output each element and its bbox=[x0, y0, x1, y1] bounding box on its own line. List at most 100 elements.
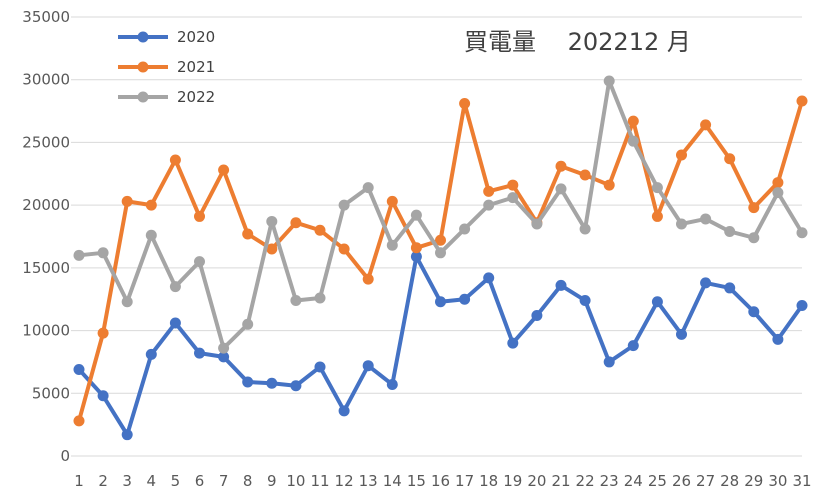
data-point bbox=[676, 218, 687, 230]
x-tick-label: 20 bbox=[527, 472, 546, 490]
data-point bbox=[700, 277, 712, 289]
data-point bbox=[579, 294, 591, 306]
x-tick-label: 31 bbox=[792, 472, 811, 490]
data-point bbox=[700, 213, 712, 225]
data-point bbox=[724, 153, 736, 165]
data-point bbox=[651, 210, 663, 222]
x-tick-label: 19 bbox=[503, 472, 522, 490]
y-tick-label: 20000 bbox=[22, 196, 70, 214]
data-point bbox=[603, 75, 615, 87]
data-point bbox=[242, 318, 254, 330]
data-point bbox=[121, 429, 133, 441]
x-tick-label: 29 bbox=[744, 472, 763, 490]
data-point bbox=[459, 98, 471, 110]
data-point bbox=[700, 119, 712, 131]
legend-label: 2020 bbox=[177, 28, 215, 46]
chart-title: 買電量 202212 月 bbox=[464, 28, 691, 56]
x-tick-label: 11 bbox=[310, 472, 329, 490]
legend: 2020 2021 2022 bbox=[118, 28, 215, 106]
data-point bbox=[676, 328, 687, 340]
data-point bbox=[627, 135, 639, 147]
data-point bbox=[194, 347, 205, 359]
x-tick-label: 17 bbox=[455, 472, 474, 490]
data-point bbox=[410, 251, 422, 263]
data-point bbox=[169, 281, 181, 293]
y-tick-label: 10000 bbox=[22, 322, 70, 340]
y-tick-label: 0 bbox=[60, 447, 70, 465]
data-point bbox=[194, 210, 205, 222]
data-point bbox=[603, 356, 615, 368]
series-line-2021 bbox=[77, 99, 804, 423]
data-point bbox=[169, 154, 181, 166]
data-point bbox=[651, 182, 663, 194]
x-tick-label: 15 bbox=[407, 472, 426, 490]
data-point bbox=[121, 296, 133, 308]
data-point bbox=[314, 361, 326, 373]
data-point bbox=[435, 234, 446, 246]
data-point bbox=[748, 202, 760, 214]
x-tick-label: 8 bbox=[243, 472, 253, 490]
data-point bbox=[386, 239, 398, 251]
data-point bbox=[435, 247, 446, 259]
data-point bbox=[97, 247, 109, 259]
data-point bbox=[169, 317, 181, 329]
legend-swatch-marker bbox=[137, 61, 149, 73]
data-point bbox=[483, 199, 495, 211]
y-axis-tick-labels: 0 5000 10000 15000 20000 25000 30000 35000 bbox=[22, 8, 70, 465]
data-point bbox=[531, 310, 543, 322]
series-2022 bbox=[73, 75, 808, 354]
data-point bbox=[386, 195, 398, 207]
data-point bbox=[194, 256, 205, 268]
data-point bbox=[218, 342, 230, 354]
data-point bbox=[290, 294, 302, 306]
data-point bbox=[145, 348, 157, 360]
data-point bbox=[579, 223, 591, 235]
data-point bbox=[796, 95, 808, 107]
data-point bbox=[266, 215, 278, 227]
y-tick-label: 15000 bbox=[22, 259, 70, 277]
data-point bbox=[97, 390, 109, 402]
series-2020 bbox=[73, 251, 808, 441]
data-point bbox=[73, 415, 85, 427]
data-point bbox=[338, 243, 350, 255]
data-point bbox=[483, 272, 495, 284]
x-tick-label: 26 bbox=[672, 472, 691, 490]
x-tick-label: 6 bbox=[195, 472, 205, 490]
data-point bbox=[627, 115, 639, 127]
data-point bbox=[459, 293, 471, 305]
data-point bbox=[266, 377, 278, 389]
data-point bbox=[796, 227, 808, 239]
x-tick-label: 9 bbox=[267, 472, 277, 490]
x-axis-tick-labels: 1 2 3 4 5 6 7 8 9 10 11 12 13 14 15 16 17 18 19 20 21 22 23 24 2… bbox=[74, 472, 811, 490]
legend-label: 2021 bbox=[177, 58, 215, 76]
legend-item-2021: 2021 bbox=[118, 58, 215, 76]
data-point bbox=[121, 195, 133, 207]
data-point bbox=[772, 333, 784, 345]
data-point bbox=[772, 177, 784, 189]
data-point bbox=[676, 149, 687, 161]
data-point bbox=[748, 306, 760, 318]
x-tick-label: 25 bbox=[648, 472, 667, 490]
x-tick-label: 13 bbox=[359, 472, 378, 490]
data-point bbox=[218, 351, 230, 363]
x-tick-label: 18 bbox=[479, 472, 498, 490]
x-tick-label: 10 bbox=[286, 472, 305, 490]
data-point bbox=[290, 217, 302, 229]
data-point bbox=[507, 192, 519, 204]
data-point bbox=[362, 182, 374, 194]
x-tick-label: 24 bbox=[624, 472, 643, 490]
data-point bbox=[483, 185, 495, 197]
x-tick-label: 16 bbox=[431, 472, 450, 490]
legend-swatch-marker bbox=[137, 31, 149, 43]
x-tick-label: 30 bbox=[768, 472, 787, 490]
data-point bbox=[362, 273, 374, 285]
data-point bbox=[73, 249, 85, 261]
legend-swatch-marker bbox=[137, 91, 149, 103]
series-lines bbox=[73, 75, 808, 441]
data-point bbox=[603, 179, 615, 191]
data-point bbox=[555, 183, 567, 195]
data-point bbox=[579, 169, 591, 181]
data-point bbox=[796, 299, 808, 311]
legend-label: 2022 bbox=[177, 88, 215, 106]
